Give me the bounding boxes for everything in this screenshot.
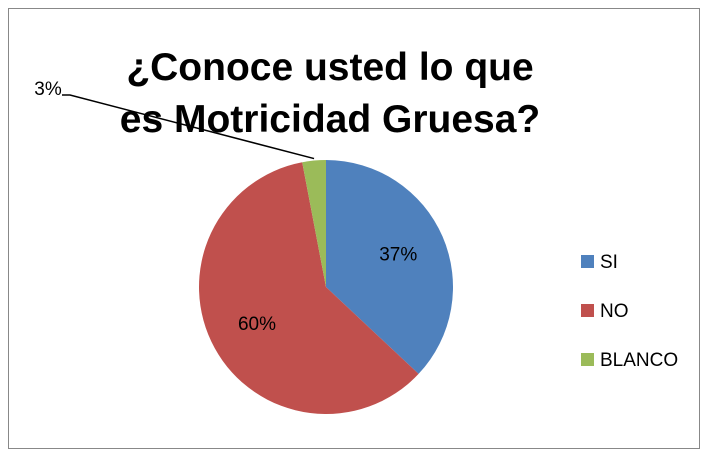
legend-swatch: [581, 353, 594, 366]
pie-slice: [326, 160, 453, 374]
leader-line: [62, 94, 315, 160]
legend-label: SI: [600, 252, 618, 273]
legend-swatch: [581, 304, 594, 317]
chart-title: ¿Conoce usted lo que es Motricidad Grues…: [119, 46, 541, 141]
legend-label: NO: [600, 301, 629, 322]
pie-slice: [302, 160, 326, 287]
legend-swatch: [581, 255, 594, 268]
legend-label: BLANCO: [600, 350, 678, 371]
data-label: 60%: [238, 314, 276, 335]
data-label: 37%: [379, 245, 417, 266]
pie-slice: [198, 162, 419, 414]
data-label: 3%: [34, 79, 62, 100]
